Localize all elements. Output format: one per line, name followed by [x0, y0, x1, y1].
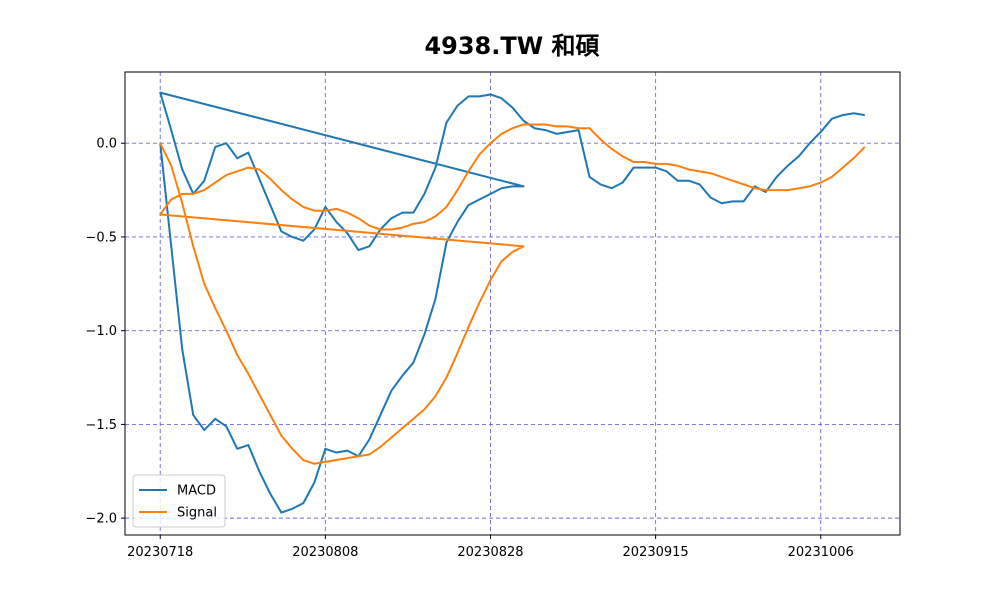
line — [159, 123, 866, 465]
line — [159, 91, 865, 514]
y-tick-label: 0.0 — [96, 137, 117, 152]
x-tick-label: 20230808 — [292, 545, 358, 560]
y-tick-label: −1.5 — [85, 418, 117, 433]
x-tick-label: 20230828 — [457, 545, 523, 560]
legend-box — [132, 474, 226, 528]
plot-frame — [124, 71, 901, 536]
x-tick-label: 20231006 — [788, 545, 854, 560]
y-tick-label: −0.5 — [85, 230, 117, 245]
legend-label: MACD — [177, 484, 216, 499]
x-tick-label: 20230915 — [623, 545, 689, 560]
x-tick-label: 20230718 — [127, 545, 193, 560]
y-tick-label: −2.0 — [85, 512, 117, 527]
y-tick-label: −1.0 — [85, 324, 117, 339]
chart-title: 4938.TW 和碩 — [424, 32, 599, 60]
legend-label: Signal — [177, 506, 217, 521]
